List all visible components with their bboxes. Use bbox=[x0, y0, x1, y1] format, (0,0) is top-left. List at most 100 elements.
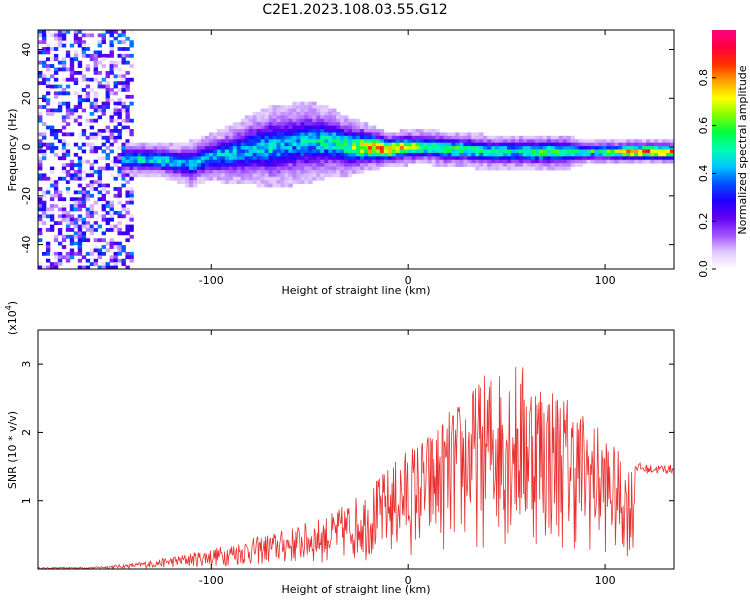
heatmap-cell bbox=[81, 50, 87, 55]
heatmap-cell bbox=[61, 88, 67, 92]
heatmap-cell bbox=[97, 255, 103, 260]
heatmap-cell bbox=[113, 176, 118, 181]
heatmap-cell bbox=[38, 187, 43, 191]
heatmap-cell bbox=[101, 40, 106, 45]
heatmap-cell bbox=[38, 70, 43, 75]
snr-y-axis-title: SNR (10 * v/v) bbox=[6, 411, 19, 489]
heatmap-cell bbox=[61, 36, 67, 41]
heatmap-cell bbox=[224, 163, 230, 167]
heatmap-cell bbox=[212, 173, 218, 178]
heatmap-cell bbox=[181, 176, 186, 181]
heatmap-cell bbox=[594, 156, 599, 161]
heatmap-cell bbox=[483, 152, 488, 157]
heatmap-cell bbox=[165, 156, 170, 161]
heatmap-cell bbox=[41, 190, 47, 195]
heatmap-cell bbox=[367, 152, 373, 157]
heatmap-cell bbox=[582, 149, 587, 154]
heatmap-cell bbox=[248, 118, 254, 123]
heatmap-cell bbox=[431, 139, 436, 144]
heatmap-cell bbox=[308, 149, 313, 154]
heatmap-cell bbox=[308, 125, 313, 130]
heatmap-cell bbox=[479, 149, 484, 154]
heatmap-cell bbox=[272, 135, 277, 140]
heatmap-cell bbox=[594, 149, 599, 154]
heatmap-cell bbox=[268, 118, 273, 123]
heatmap-cell bbox=[81, 221, 87, 226]
heatmap-cell bbox=[228, 159, 234, 164]
heatmap-cell bbox=[69, 180, 75, 185]
heatmap-cell bbox=[348, 166, 353, 171]
heatmap-cell bbox=[264, 132, 269, 137]
heatmap-cell bbox=[97, 60, 103, 65]
heatmap-cell bbox=[423, 159, 428, 164]
heatmap-cell bbox=[109, 135, 114, 140]
heatmap-cell bbox=[670, 146, 675, 150]
heatmap-cell bbox=[304, 105, 309, 109]
heatmap-cell bbox=[133, 142, 138, 147]
heatmap-cell bbox=[212, 132, 218, 137]
heatmap-cell bbox=[356, 139, 361, 144]
heatmap-cell bbox=[81, 190, 87, 195]
colorbar-tick-label: 0.0 bbox=[697, 260, 710, 278]
heatmap-cell bbox=[483, 146, 488, 150]
heatmap-cell bbox=[141, 142, 146, 147]
heatmap-cell bbox=[117, 224, 122, 229]
heatmap-cell bbox=[89, 166, 95, 171]
heatmap-cell bbox=[101, 245, 106, 249]
heatmap-cell bbox=[483, 149, 488, 154]
heatmap-cell bbox=[93, 57, 99, 62]
heatmap-cell bbox=[324, 125, 329, 130]
heatmap-cell bbox=[415, 142, 421, 147]
heatmap-cell bbox=[204, 139, 210, 144]
heatmap-cell bbox=[129, 187, 134, 191]
heatmap-cell bbox=[73, 176, 79, 181]
heatmap-cell bbox=[348, 152, 353, 157]
heatmap-cell bbox=[586, 159, 591, 164]
heatmap-cell bbox=[272, 132, 277, 137]
heatmap-cell bbox=[300, 159, 305, 164]
heatmap-cell bbox=[320, 163, 325, 167]
heatmap-cell bbox=[189, 173, 194, 178]
heatmap-cell bbox=[232, 139, 238, 144]
heatmap-cell bbox=[495, 142, 500, 147]
heatmap-cell bbox=[507, 142, 512, 147]
heatmap-cell bbox=[61, 176, 67, 181]
heatmap-cell bbox=[260, 122, 265, 126]
heatmap-cell bbox=[312, 149, 317, 154]
heatmap-cell bbox=[280, 173, 285, 178]
heatmap-cell bbox=[260, 142, 265, 147]
heatmap-cell bbox=[650, 149, 655, 154]
heatmap-cell bbox=[105, 166, 110, 171]
heatmap-cell bbox=[93, 159, 99, 164]
heatmap-cell bbox=[61, 64, 67, 68]
heatmap-cell bbox=[340, 156, 345, 161]
heatmap-cell bbox=[113, 241, 118, 246]
heatmap-cell bbox=[49, 142, 55, 147]
heatmap-cell bbox=[105, 265, 110, 270]
heatmap-cell bbox=[173, 173, 178, 178]
heatmap-cell bbox=[69, 234, 75, 239]
heatmap-cell bbox=[391, 163, 397, 167]
heatmap-cell bbox=[81, 169, 87, 174]
heatmap-cell bbox=[308, 180, 313, 185]
heatmap-cell bbox=[336, 122, 341, 126]
heatmap-cell bbox=[606, 146, 611, 150]
heatmap-cell bbox=[216, 159, 222, 164]
heatmap-cell bbox=[443, 135, 448, 140]
heatmap-cell bbox=[97, 43, 103, 48]
heatmap-cell bbox=[268, 169, 273, 174]
heatmap-cell bbox=[518, 156, 524, 161]
heatmap-cell bbox=[336, 139, 341, 144]
heatmap-cell bbox=[371, 152, 377, 157]
heatmap-cell bbox=[594, 146, 599, 150]
heatmap-cell bbox=[41, 105, 47, 109]
heatmap-cell bbox=[618, 156, 623, 161]
heatmap-cell bbox=[105, 190, 110, 195]
heatmap-cell bbox=[129, 142, 134, 147]
heatmap-cell bbox=[45, 228, 51, 232]
heatmap-cell bbox=[300, 149, 305, 154]
heatmap-cell bbox=[77, 200, 83, 205]
heatmap-cell bbox=[137, 159, 142, 164]
heatmap-cell bbox=[256, 122, 262, 126]
heatmap-cell bbox=[216, 156, 222, 161]
